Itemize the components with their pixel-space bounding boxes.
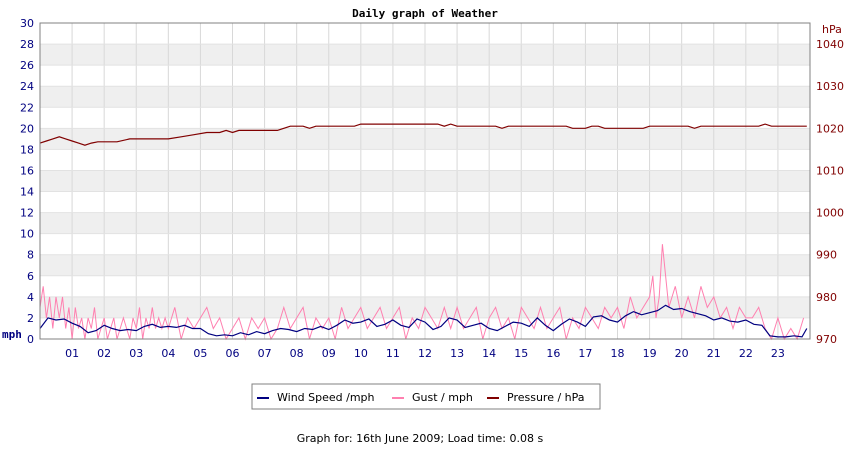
x-tick-label: 05 (193, 347, 207, 360)
left-tick-label: 16 (20, 164, 34, 177)
right-axis-unit: hPa (822, 23, 842, 36)
left-tick-label: 12 (20, 207, 34, 220)
x-tick-label: 06 (226, 347, 240, 360)
x-tick-label: 11 (386, 347, 400, 360)
legend-label: Gust / mph (412, 391, 473, 404)
right-tick-label: 990 (816, 249, 837, 262)
right-tick-label: 1000 (816, 207, 844, 220)
chart-title: Daily graph of Weather (352, 7, 498, 20)
legend-label: Pressure / hPa (507, 391, 585, 404)
x-tick-label: 07 (258, 347, 272, 360)
x-tick-label: 03 (129, 347, 143, 360)
left-tick-label: 8 (27, 249, 34, 262)
x-tick-label: 04 (161, 347, 175, 360)
x-tick-label: 20 (675, 347, 689, 360)
x-tick-label: 23 (771, 347, 785, 360)
right-tick-label: 1020 (816, 122, 844, 135)
x-tick-label: 17 (578, 347, 592, 360)
right-tick-label: 1010 (816, 164, 844, 177)
wind-speed-mph-line (39, 304, 808, 338)
x-tick-label: 14 (482, 347, 496, 360)
left-tick-label: 6 (27, 270, 34, 283)
plot-frame (39, 22, 811, 340)
x-tick-label: 10 (354, 347, 368, 360)
legend: Wind Speed /mph Gust / mph Pressure / hPa (251, 383, 601, 410)
right-tick-label: 980 (816, 291, 837, 304)
left-axis-unit: mph (2, 328, 22, 341)
left-tick-label: 4 (27, 291, 34, 304)
x-tick-label: 16 (546, 347, 560, 360)
left-tick-label: 22 (20, 101, 34, 114)
right-axis-ticks: 970 980 990 1000 1010 1020 1030 1040 (816, 38, 844, 346)
left-tick-label: 20 (20, 122, 34, 135)
gust-mph-line (39, 244, 805, 341)
left-tick-label: 2 (27, 312, 34, 325)
x-tick-label: 22 (739, 347, 753, 360)
series-layer (39, 123, 808, 341)
x-tick-label: 21 (707, 347, 721, 360)
right-tick-label: 970 (816, 333, 837, 346)
right-tick-label: 1040 (816, 38, 844, 51)
left-tick-label: 14 (20, 186, 34, 199)
x-tick-label: 08 (290, 347, 304, 360)
left-tick-label: 18 (20, 143, 34, 156)
left-tick-label: 30 (20, 17, 34, 30)
legend-label: Wind Speed /mph (277, 391, 375, 404)
x-tick-label: 18 (611, 347, 625, 360)
right-tick-label: 1030 (816, 80, 844, 93)
x-tick-label: 12 (418, 347, 432, 360)
x-axis-ticks: 01 02 03 04 05 06 07 08 09 10 11 12 13 14 15 16 17 18 19 20… (65, 347, 785, 360)
left-tick-label: 26 (20, 59, 34, 72)
footer-caption: Graph for: 16th June 2009; Load time: 0.… (297, 432, 544, 445)
x-tick-label: 02 (97, 347, 111, 360)
x-tick-label: 15 (514, 347, 528, 360)
x-tick-label: 19 (643, 347, 657, 360)
left-tick-label: 28 (20, 38, 34, 51)
left-tick-label: 10 (20, 228, 34, 241)
x-tick-label: 01 (65, 347, 79, 360)
left-tick-label: 0 (27, 333, 34, 346)
legend-box (251, 383, 601, 410)
pressure-hpa-line (39, 123, 807, 146)
x-tick-label: 09 (322, 347, 336, 360)
left-tick-label: 24 (20, 80, 34, 93)
x-tick-label: 13 (450, 347, 464, 360)
